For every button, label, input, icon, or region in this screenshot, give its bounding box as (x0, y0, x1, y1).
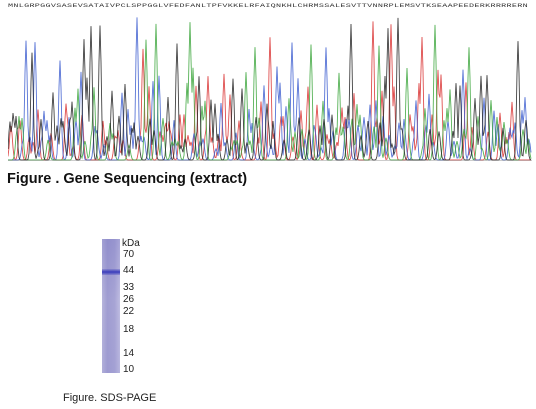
sequencing-figure-caption: Figure . Gene Sequencing (extract) (7, 171, 248, 187)
marker-label-22: 22 (123, 306, 135, 317)
trace-G (8, 17, 532, 161)
molecular-weight-unit: kDa (122, 238, 140, 249)
protein-band (102, 269, 120, 275)
marker-label-18: 18 (123, 324, 135, 335)
marker-label-14: 14 (123, 348, 135, 359)
sequencing-chromatogram: MNLGRPGGVSASEVSATAIVPCLSPPGGLVFEDFANLTPF… (8, 0, 532, 162)
marker-label-44: 44 (123, 265, 135, 276)
marker-label-33: 33 (123, 282, 135, 293)
chromatogram-svg: MNLGRPGGVSASEVSATAIVPCLSPPGGLVFEDFANLTPF… (8, 2, 532, 161)
marker-label-70: 70 (123, 249, 135, 260)
chromatogram-traces (8, 17, 532, 161)
gel-lane-shading (102, 239, 120, 373)
sds-page-caption: Figure. SDS-PAGE (63, 392, 157, 404)
sds-page-gel-lane (102, 239, 120, 373)
amino-acid-sequence: MNLGRPGGVSASEVSATAIVPCLSPPGGLVFEDFANLTPF… (8, 2, 528, 9)
marker-label-10: 10 (123, 364, 135, 375)
marker-label-26: 26 (123, 294, 135, 305)
trace-T (8, 21, 531, 161)
trace-A (8, 22, 532, 161)
